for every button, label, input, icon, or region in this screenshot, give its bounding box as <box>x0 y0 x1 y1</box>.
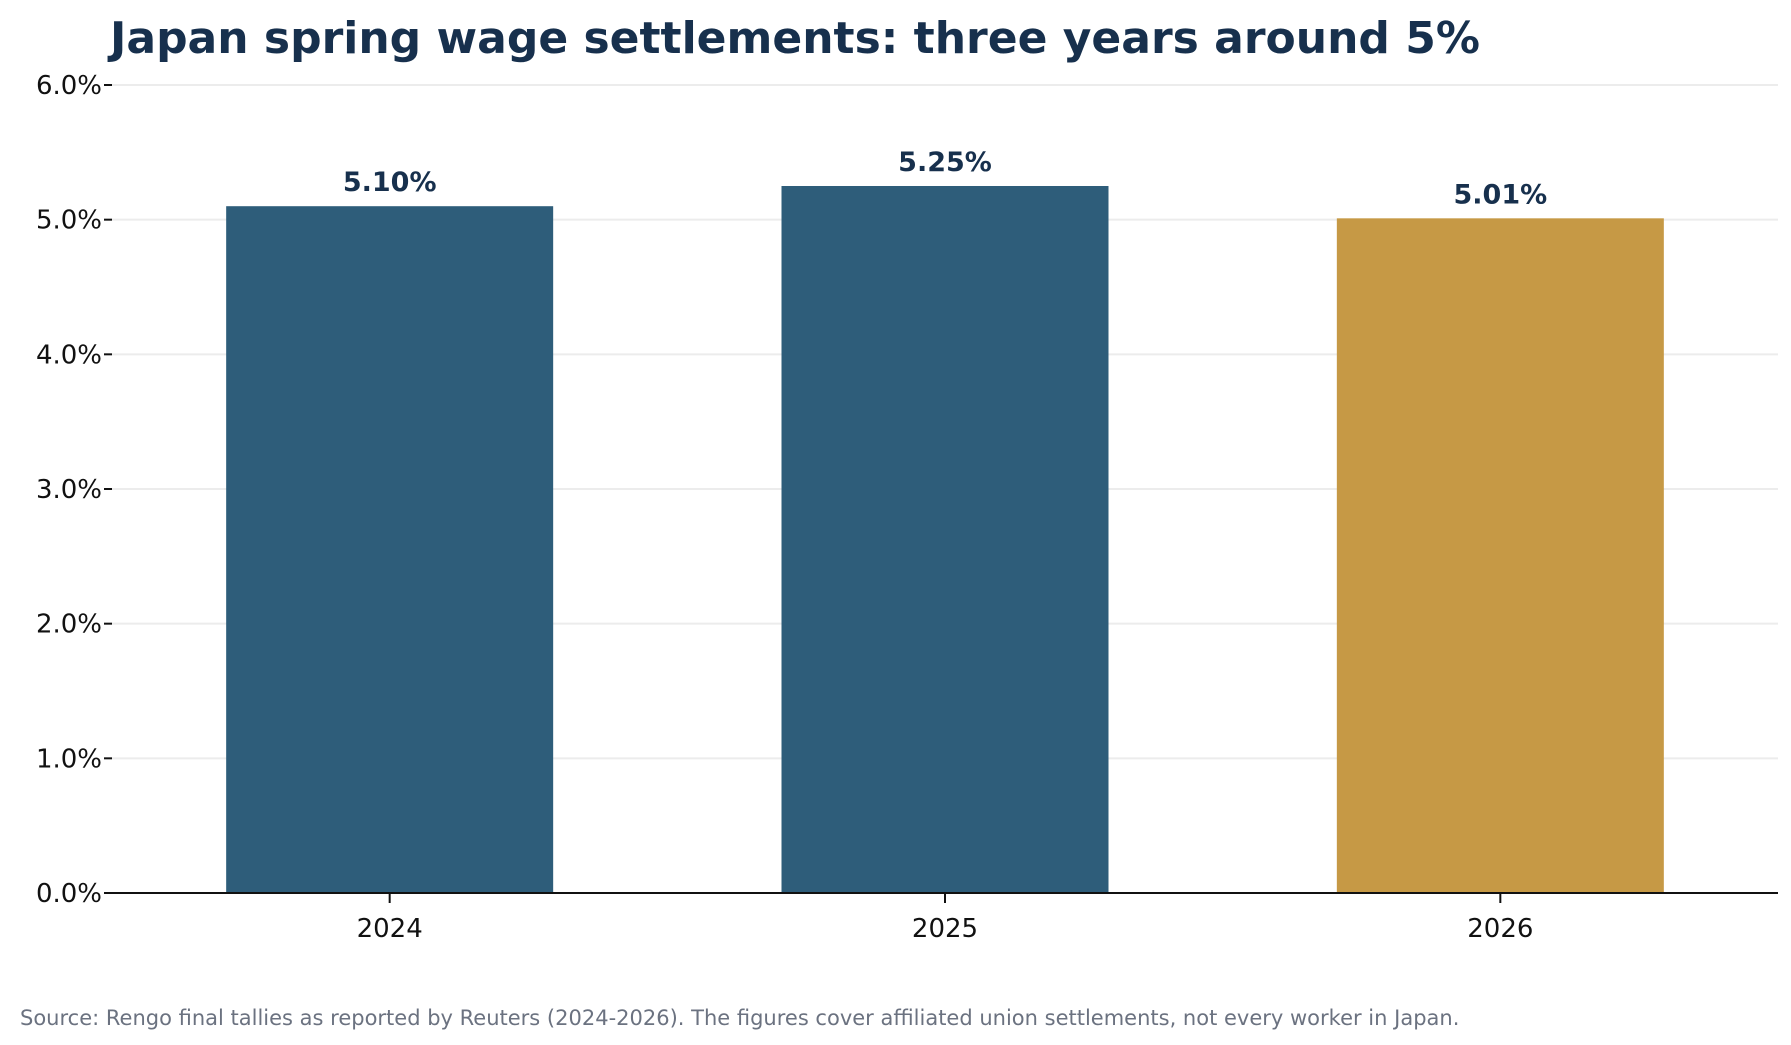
x-tick-label: 2026 <box>1467 914 1533 944</box>
y-tick-label: 3.0% <box>36 475 102 505</box>
bar-2024 <box>226 206 554 893</box>
y-tick-label: 0.0% <box>36 879 102 909</box>
y-tick-label: 6.0% <box>36 71 102 101</box>
y-tick-label: 1.0% <box>36 744 102 774</box>
x-tick-label: 2025 <box>912 914 978 944</box>
chart-title: Japan spring wage settlements: three yea… <box>107 13 1480 64</box>
data-labels: 5.10% 5.25% 5.01% <box>343 147 1547 210</box>
data-label-2025: 5.25% <box>898 147 992 178</box>
data-label-2024: 5.10% <box>343 167 437 198</box>
data-label-2026: 5.01% <box>1453 179 1547 210</box>
y-tick-label: 4.0% <box>36 340 102 370</box>
axes: 0.0% 1.0% 2.0% 3.0% 4.0% 5.0% 6.0% 2024 2025 2026 <box>36 71 1778 944</box>
x-tick-label: 2024 <box>357 914 423 944</box>
bars <box>226 186 1664 893</box>
source-note: Source: Rengo final tallies as reported … <box>20 1006 1459 1030</box>
bar-2026 <box>1336 218 1664 893</box>
bar-2025 <box>781 186 1109 893</box>
y-tick-label: 5.0% <box>36 206 102 236</box>
y-tick-label: 2.0% <box>36 610 102 640</box>
